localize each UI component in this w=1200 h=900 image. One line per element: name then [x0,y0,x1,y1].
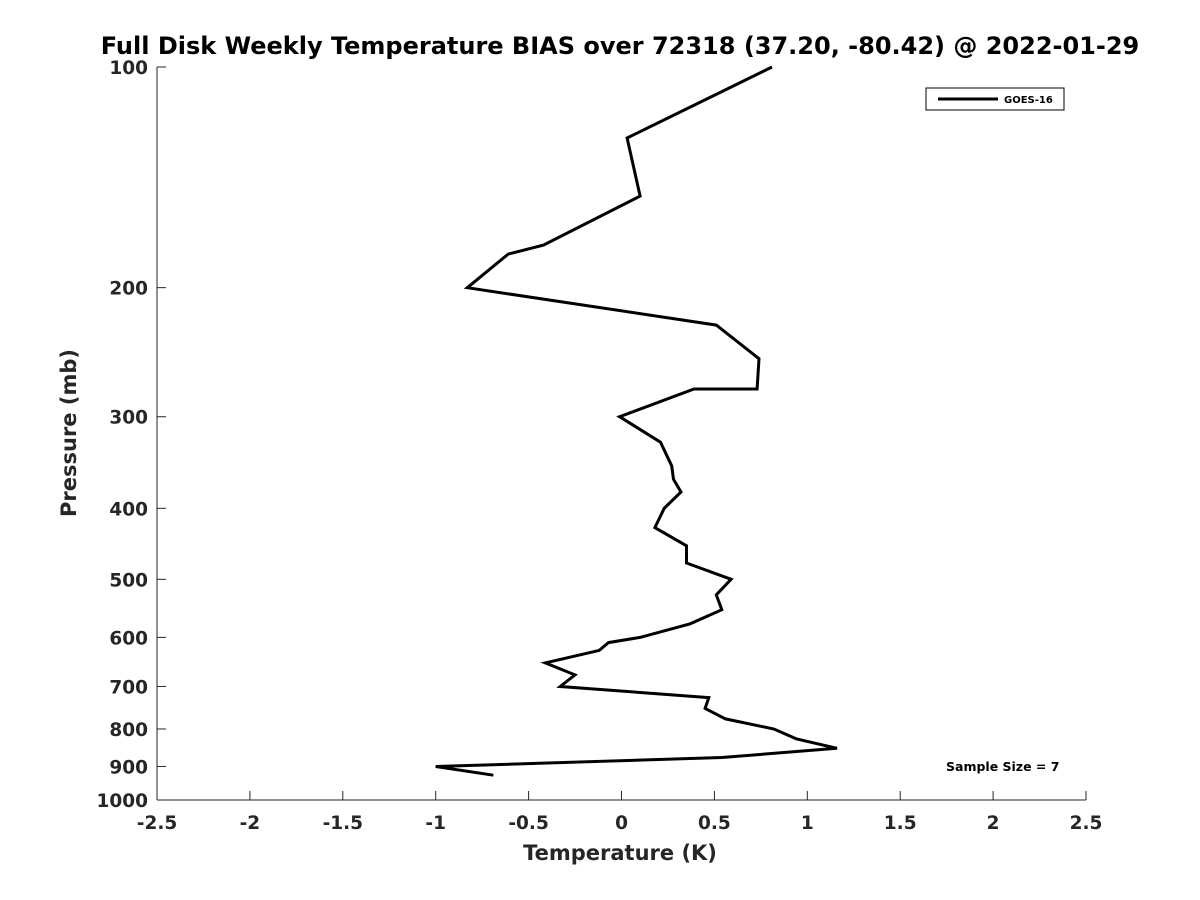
y-axis-label: Pressure (mb) [57,349,81,517]
y-tick-label: 1000 [97,791,149,812]
x-tick-label: -2 [240,813,261,834]
x-tick-label: 0 [615,813,628,834]
y-tick-label: 700 [109,677,148,698]
x-tick-label: -2.5 [137,813,177,834]
x-axis-ticks: -2.5 -2 -1.5 -1 -0.5 0 0.5 1 1.5 2 2.5 [137,791,1103,834]
sample-size-annotation: Sample Size = 7 [946,759,1059,774]
x-tick-label: 2.5 [1070,813,1103,834]
x-tick-label: 2 [987,813,1000,834]
x-tick-label: -1 [425,813,446,834]
x-tick-label: -1.5 [323,813,363,834]
x-tick-label: -0.5 [508,813,548,834]
y-tick-label: 900 [109,757,148,778]
x-axis-label: Temperature (K) [523,841,717,865]
legend-label-goes16: GOES-16 [1004,95,1053,106]
chart-title: Full Disk Weekly Temperature BIAS over 7… [101,32,1140,60]
data-series [435,65,838,777]
y-tick-label: 200 [109,279,148,300]
y-tick-label: 300 [109,408,148,429]
y-tick-label: 100 [109,58,148,79]
series-line-goes-16 [435,65,838,777]
x-tick-label: 1.5 [884,813,917,834]
y-tick-label: 500 [109,570,148,591]
x-tick-label: 0.5 [698,813,731,834]
x-tick-label: 1 [801,813,814,834]
y-tick-label: 600 [109,628,148,649]
y-tick-label: 400 [109,499,148,520]
y-tick-label: 800 [109,720,148,741]
legend: GOES-16 [925,87,1065,111]
y-axis-ticks: 100 200 300 400 500 600 700 800 900 1000 [97,58,166,812]
